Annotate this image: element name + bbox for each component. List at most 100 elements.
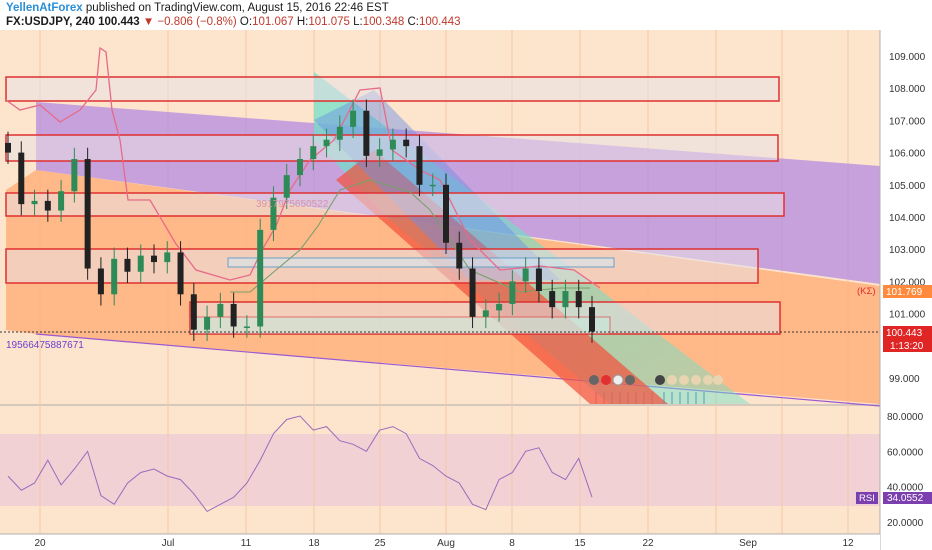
countdown-badge xyxy=(883,339,932,352)
candle xyxy=(496,292,503,322)
candle xyxy=(217,292,224,329)
candle xyxy=(71,147,78,203)
chart-header: YellenAtForex published on TradingView.c… xyxy=(0,0,932,30)
close-label: C: xyxy=(407,16,420,28)
symbol-label: FX:USDJPY, 240 xyxy=(6,16,95,28)
header-quote-line: FX:USDJPY, 240 100.443 ▼ −0.806 (−0.8%) … xyxy=(6,16,461,28)
candle xyxy=(97,257,104,306)
candle xyxy=(243,315,250,338)
event-icons[interactable] xyxy=(589,374,723,386)
last-price-badge xyxy=(883,326,932,339)
author-link[interactable]: YellenAtForex xyxy=(6,2,83,14)
candle xyxy=(549,279,556,319)
candle xyxy=(257,218,264,338)
price-tick-label: 104.000 xyxy=(889,213,926,224)
price-tick-labels: 109.000 108.000 107.000 106.000 105.000 104.0… xyxy=(889,52,926,385)
ks-value: 101.769 xyxy=(886,287,923,298)
price-tick-label: 108.000 xyxy=(889,84,926,95)
candle xyxy=(416,134,423,197)
candle xyxy=(509,270,516,316)
price-change: −0.806 (−0.8%) xyxy=(157,16,237,28)
down-arrow-icon: ▼ xyxy=(142,16,155,28)
candle xyxy=(270,186,277,242)
last-price-badge-value: 100.443 xyxy=(886,328,923,339)
price-tick-label: 101.000 xyxy=(889,310,926,321)
date-tick-label: 18 xyxy=(308,538,320,549)
support-zone xyxy=(189,316,611,335)
candle xyxy=(111,247,118,306)
rsi-value-badge xyxy=(883,492,932,504)
low-label: L: xyxy=(353,16,363,28)
high-value: 101.075 xyxy=(308,16,350,28)
candle xyxy=(164,241,171,274)
candle xyxy=(283,163,290,209)
date-tick-label: 8 xyxy=(509,538,515,549)
candle xyxy=(469,257,476,329)
open-label: O: xyxy=(239,16,253,28)
candle xyxy=(44,189,51,222)
ks-label: (KΣ) xyxy=(857,286,876,297)
published-text: published on TradingView.com, August 15,… xyxy=(85,2,389,14)
event-ticks-blue xyxy=(663,392,705,404)
price-tick-label: 105.000 xyxy=(889,181,926,192)
rsi-value: 34.0552 xyxy=(887,493,924,504)
ks-value-badge xyxy=(883,285,932,298)
candle xyxy=(151,244,157,274)
indicator-line-green xyxy=(230,179,590,293)
rsi-tick-labels: 80.0000 60.0000 40.0000 20.0000 xyxy=(887,412,924,529)
price-tick-label: 99.000 xyxy=(889,374,920,385)
candle xyxy=(190,283,197,341)
rsi-label: RSI xyxy=(859,493,875,504)
candle xyxy=(482,299,489,329)
event-ticks xyxy=(595,392,653,404)
price-tick-label: 107.000 xyxy=(889,116,926,127)
candle xyxy=(177,241,184,306)
candle xyxy=(456,231,463,280)
open-value: 101.067 xyxy=(252,16,294,28)
price-tick-label: 106.000 xyxy=(889,149,926,160)
candle xyxy=(310,134,317,171)
resistance-zones xyxy=(5,76,785,335)
mid-annotation: 3917975650522 xyxy=(256,199,329,210)
price-tick-label: 102.000 xyxy=(889,277,926,288)
rsi-tick-label: 40.0000 xyxy=(887,483,924,494)
header-publish-line: YellenAtForex published on TradingView.c… xyxy=(6,2,389,14)
date-tick-label: 12 xyxy=(842,538,854,549)
candle xyxy=(323,128,330,158)
candle xyxy=(18,141,25,216)
date-tick-label: 11 xyxy=(241,538,252,549)
rsi-label-badge xyxy=(856,492,878,504)
date-tick-label: 25 xyxy=(374,538,386,549)
candle xyxy=(363,99,370,168)
candle xyxy=(522,257,529,293)
date-tick-label: 22 xyxy=(642,538,654,549)
candle xyxy=(204,305,211,341)
low-value: 100.348 xyxy=(362,16,405,28)
date-tick-label: Sep xyxy=(739,538,757,549)
candle xyxy=(336,115,343,151)
rsi-band xyxy=(0,434,880,506)
indicator-line-red xyxy=(5,46,601,289)
date-tick-label: 15 xyxy=(574,538,586,549)
high-label: H: xyxy=(296,16,309,28)
countdown-value: 1:13:20 xyxy=(890,341,924,352)
candles xyxy=(5,99,595,343)
left-annotation: 19566475887671 xyxy=(6,340,84,351)
rsi-line xyxy=(7,415,593,513)
price-tick-label: 109.000 xyxy=(889,52,926,63)
candle xyxy=(376,138,383,168)
candle xyxy=(429,173,436,197)
candle xyxy=(297,147,303,187)
candle xyxy=(137,244,144,284)
mid-box xyxy=(227,257,615,268)
date-tick-labels: 20 Jul 11 18 25 Aug 8 15 22 Sep 12 xyxy=(34,538,854,549)
candle xyxy=(350,99,357,139)
date-tick-label: Jul xyxy=(162,538,175,549)
candle xyxy=(389,128,396,161)
rsi-tick-label: 60.0000 xyxy=(887,447,924,458)
price-chart[interactable]: 3917975650522 19566475887671 109.000 108.… xyxy=(0,30,932,550)
candle xyxy=(589,295,595,343)
rsi-tick-label: 20.0000 xyxy=(887,518,924,529)
date-axis[interactable] xyxy=(0,534,880,550)
rsi-tick-label: 80.0000 xyxy=(887,412,924,423)
